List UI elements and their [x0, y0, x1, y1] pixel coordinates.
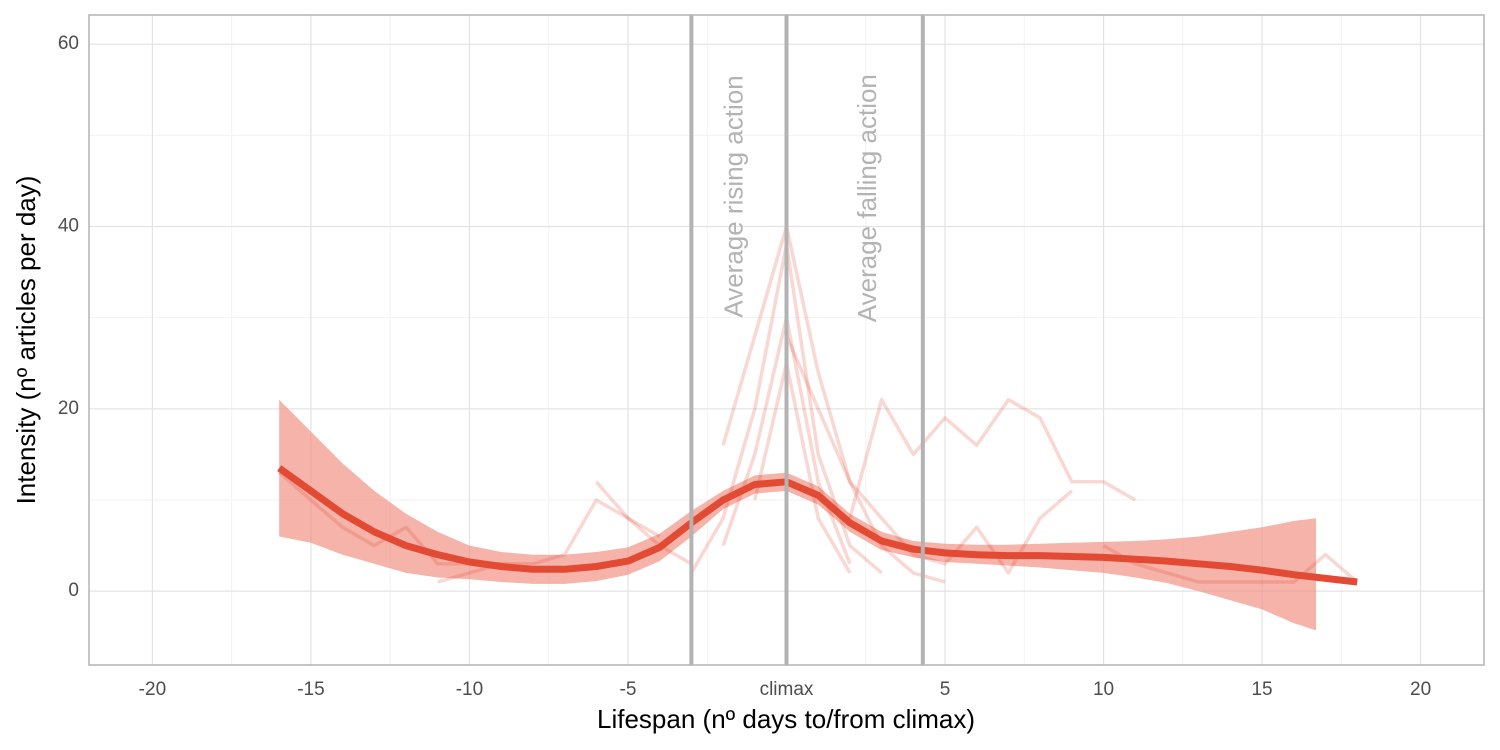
trace-line	[437, 498, 661, 584]
panel-border	[88, 14, 1485, 666]
y-tick-label: 0	[68, 580, 79, 601]
trace-line	[848, 397, 1137, 519]
trace-line	[594, 480, 693, 566]
x-tick-label: 20	[1410, 679, 1431, 700]
confidence-band	[279, 399, 1317, 631]
x-axis-title: Lifespan (nº days to/from climax)	[597, 704, 975, 734]
y-axis-title: Intensity (nº articles per day)	[11, 176, 41, 505]
x-tick-label: 5	[940, 679, 951, 700]
x-tick-label: -15	[297, 679, 324, 700]
annotation: Average rising action	[719, 75, 749, 317]
trace-line	[1102, 544, 1359, 584]
trace-line	[753, 361, 852, 574]
smooth-line	[277, 465, 1358, 586]
trace-line	[784, 335, 1073, 575]
x-tick-label: 15	[1251, 679, 1272, 700]
y-tick-label: 40	[58, 216, 79, 237]
x-tick-label: -20	[139, 679, 166, 700]
x-tick-label: -10	[456, 679, 483, 700]
trace-line	[721, 224, 946, 584]
x-tick-label: -5	[620, 679, 637, 700]
x-tick-label: 10	[1093, 679, 1114, 700]
annotation: Average falling action	[852, 74, 882, 322]
y-tick-label: 20	[58, 398, 79, 419]
x-tick-label: climax	[760, 679, 814, 700]
y-tick-label: 60	[58, 33, 79, 54]
